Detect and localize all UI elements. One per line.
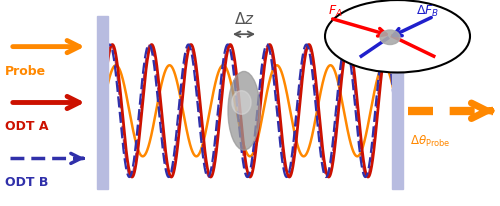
Text: $F_A$: $F_A$ [328,4,342,19]
Bar [392,16,403,190]
Text: ODT A: ODT A [5,120,49,133]
Ellipse shape [232,91,251,115]
Text: ODT B: ODT B [5,176,49,188]
Text: $\Delta\theta_{\rm Probe}$: $\Delta\theta_{\rm Probe}$ [410,133,451,148]
Ellipse shape [228,72,260,150]
Text: Probe: Probe [5,64,46,77]
Ellipse shape [380,31,400,45]
Bar [97,16,108,190]
Text: $\Delta z$: $\Delta z$ [234,11,254,27]
Ellipse shape [325,1,470,73]
Text: $\Delta F_B$: $\Delta F_B$ [416,4,439,19]
